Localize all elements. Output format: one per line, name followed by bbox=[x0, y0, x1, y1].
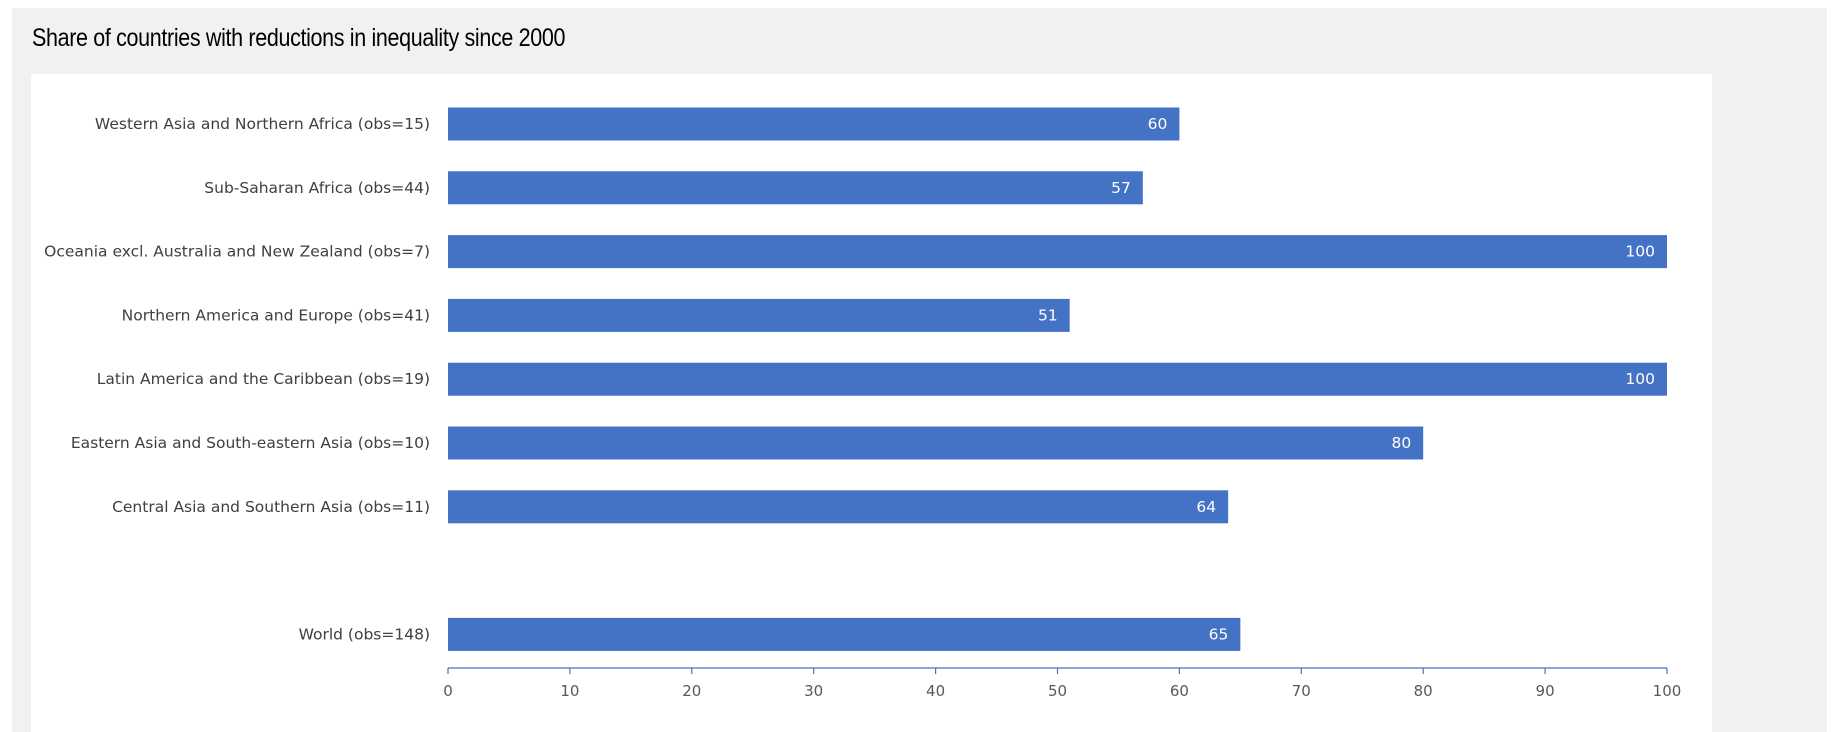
bar bbox=[448, 107, 1180, 141]
x-tick-label: 50 bbox=[1048, 682, 1067, 700]
bar bbox=[448, 490, 1229, 524]
category-label: Sub-Saharan Africa (obs=44) bbox=[204, 179, 430, 197]
bar bbox=[448, 362, 1667, 396]
data-label: 80 bbox=[1391, 434, 1411, 452]
x-tick-label: 30 bbox=[804, 682, 823, 700]
category-label: Western Asia and Northern Africa (obs=15… bbox=[95, 115, 430, 133]
bar bbox=[448, 235, 1667, 269]
x-tick-label: 10 bbox=[560, 682, 579, 700]
data-label: 51 bbox=[1038, 306, 1058, 324]
x-tick-label: 90 bbox=[1536, 682, 1555, 700]
category-label: Oceania excl. Australia and New Zealand … bbox=[44, 243, 430, 261]
bar bbox=[448, 617, 1241, 651]
chart-title: Share of countries with reductions in in… bbox=[32, 24, 566, 52]
category-label: Central Asia and Southern Asia (obs=11) bbox=[112, 498, 430, 516]
x-tick-label: 80 bbox=[1414, 682, 1433, 700]
bar bbox=[448, 426, 1424, 460]
x-tick-label: 70 bbox=[1292, 682, 1311, 700]
data-label: 65 bbox=[1209, 625, 1229, 643]
data-label: 100 bbox=[1625, 243, 1655, 261]
x-tick-label: 100 bbox=[1653, 682, 1682, 700]
bar bbox=[448, 171, 1143, 205]
data-label: 57 bbox=[1111, 179, 1131, 197]
category-label: World (obs=148) bbox=[299, 625, 430, 643]
category-label: Northern America and Europe (obs=41) bbox=[122, 306, 430, 324]
category-label: Latin America and the Caribbean (obs=19) bbox=[97, 370, 430, 388]
data-label: 64 bbox=[1196, 498, 1216, 516]
x-tick-label: 60 bbox=[1170, 682, 1189, 700]
x-tick-label: 20 bbox=[682, 682, 701, 700]
data-label: 60 bbox=[1148, 115, 1168, 133]
bar bbox=[448, 298, 1070, 332]
plot-area: Western Asia and Northern Africa (obs=15… bbox=[31, 74, 1712, 732]
data-label: 100 bbox=[1625, 370, 1655, 388]
x-tick-label: 0 bbox=[443, 682, 453, 700]
x-tick-label: 40 bbox=[926, 682, 945, 700]
bar-chart: Western Asia and Northern Africa (obs=15… bbox=[44, 107, 1682, 700]
category-label: Eastern Asia and South-eastern Asia (obs… bbox=[71, 434, 430, 452]
